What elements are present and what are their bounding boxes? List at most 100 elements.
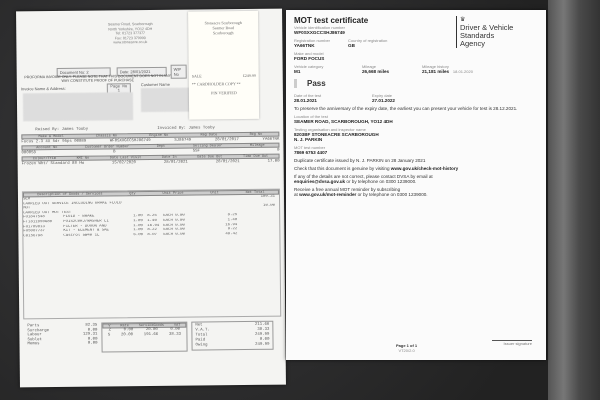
anniversary-note: To preserve the anniversary of the expir… [294,106,518,111]
proforma-invoice: Seamer Road, Scarborough North Yorkshire… [16,8,286,388]
td: 20.00 [120,332,134,337]
redacted-customer [140,87,192,113]
raised-by: Raised By: James Tooby [35,127,89,133]
mot-certificate: ♛ Driver & Vehicle Standards Agency MOT tes… [286,10,546,360]
td: 000058 [21,151,36,156]
reminder-text: Receive a free annual MOT reminder by su… [294,187,401,192]
form-code: VT20/2.0 [398,348,415,353]
issuer-line: Agency [460,39,486,48]
invoiced-by: Invoiced By: James Tooby [157,126,215,131]
td: 0 [277,148,280,153]
item-code: C0156798 [23,233,43,239]
vin: WF0SXXGCCSHJ86749 [294,30,345,35]
issuer-line: Driver & Vehicle [460,23,514,32]
th: ServiceGoods [138,323,165,329]
receipt-sale: SALE [191,73,202,79]
redacted-address [22,92,134,122]
test-result: Pass [294,79,538,88]
testing-organisation: 8203BF STONEACRE SCARBOROUGH [294,132,379,137]
certificate-title: MOT test certificate [294,16,369,25]
td: YA66TNK [262,137,280,142]
item-qty: 6.00 [133,232,144,237]
totals: Net 211.66 V.A.T. 38.33 Total 249.99 Paid 0.00 O… [191,320,274,351]
th: Engine No [149,133,169,139]
td: 17.00 [267,159,280,164]
receipt-status: PIN VERIFIED [211,90,237,96]
contact-text: If any of the details are not correct, p… [294,174,433,179]
mileage: 26,668 miles [362,69,390,74]
location: SEAMER ROAD, SCARBOROUGH, YO12 4DH [294,119,393,124]
check-mot-link[interactable]: www.gov.uk/check-mot-history [390,166,459,171]
vehicle-table: Make & Model Chassis No Engine No Reg Date R… [21,131,280,168]
th: Unit [210,191,219,196]
page-footer: Page 1 of 1 VT20/2.0 [396,343,417,353]
th: KMI No [76,156,90,161]
th: Selling Dealer [192,144,223,149]
td: 28/01/2021 [215,160,240,165]
issuer-line: Standards [460,31,495,40]
td: SSF [192,149,200,154]
td: WF0SXXGCCSHJ86749 [109,139,151,144]
registration: YA66TNK [294,43,315,48]
check-text: Check that this document is genuine by v… [294,166,390,171]
car-door-trim [548,0,600,400]
th: Unit Price [162,191,184,196]
test-date: 28.01.2021 [294,98,317,103]
contact-phone: or by telephone on 0300 1239000. [346,179,417,184]
summary: Parts 82.35 Surcharge 0.00 Labour 129.31 Suble… [27,324,97,348]
item-desc: Castrol 5W40 1L [63,233,100,238]
customer-name-label: Customer Name [140,81,170,88]
th: Chassis No [95,134,118,139]
reminder-at: at [294,192,298,197]
issuer-signature: Issuer signature [492,340,532,346]
total-label: Owing [195,343,208,348]
history-label: Mileage history [422,64,449,69]
summary-row: Memos 0.00 [28,342,98,347]
th: Make & Model [38,134,64,140]
colour-row: Frozen Wht/ Standard 88 Hw 15/02/2020 28/0… [22,159,280,168]
th: Net Total [245,190,265,196]
history-date: 18.01.2020 [452,69,473,74]
th: Mileage [249,143,265,148]
location-label: Location of the test [294,114,328,119]
country: GB [348,43,355,48]
td: Focus 2.3 4X 5dr 95ps 00089 [21,139,87,145]
test-number-label: MOT test number [294,145,326,150]
wip-no: WIP No [170,64,187,79]
inspector: N. J. PARKIN [294,137,323,142]
td: Frozen Wht/ Standard 88 Hw [21,161,85,167]
th: Dept [156,144,166,149]
vat-row: S 20.00 191.66 38.33 [102,332,186,337]
make-label: Make and model [294,51,324,56]
th: Reg No [249,132,263,137]
th: Customer Order Number [84,145,130,150]
td: 15/02/2020 [111,161,136,166]
th: Time Due Out [242,154,269,160]
reg-label: Registration number [294,38,331,43]
reminder-phone: or by telephone on 0300 1239000. [357,192,428,197]
summary-label: Memos [27,342,40,347]
th: Qty [129,192,136,197]
receipt-amount: £249.99 [242,72,256,79]
summary-value: 0.00 [87,341,98,347]
mileage-label: Mileage [362,64,377,69]
card-receipt: Stoneacre Scarborough Seamer Road Scarboro… [188,10,260,120]
td: SJ86749 [174,138,192,143]
contact-email-link[interactable]: enquiries@dvsa.gov.uk [294,179,346,184]
th: VAT [173,323,181,328]
mot-reminder-link[interactable]: www.gov.uk/mot-reminder [299,192,357,197]
th: Date Last Visit [109,156,142,161]
th: V [108,324,111,329]
history-mileage: 21,181 miles [422,69,450,74]
th: Colour/Trim [32,156,57,162]
item-total [245,208,275,213]
dvsa-logo: ♛ Driver & Vehicle Standards Agency [456,16,513,48]
td: S [107,333,111,338]
receipt-line: Scarborough [213,30,234,36]
td: 28/01/2021 [163,160,188,165]
page-number: Page 1 of 1 [396,343,418,348]
vin-label: Vehicle identification number [294,25,345,30]
total-value: 249.99 [255,342,270,347]
receipt-copy: ** CARDHOLDER COPY ** [191,81,241,87]
country-label: Country of registration [348,38,388,43]
